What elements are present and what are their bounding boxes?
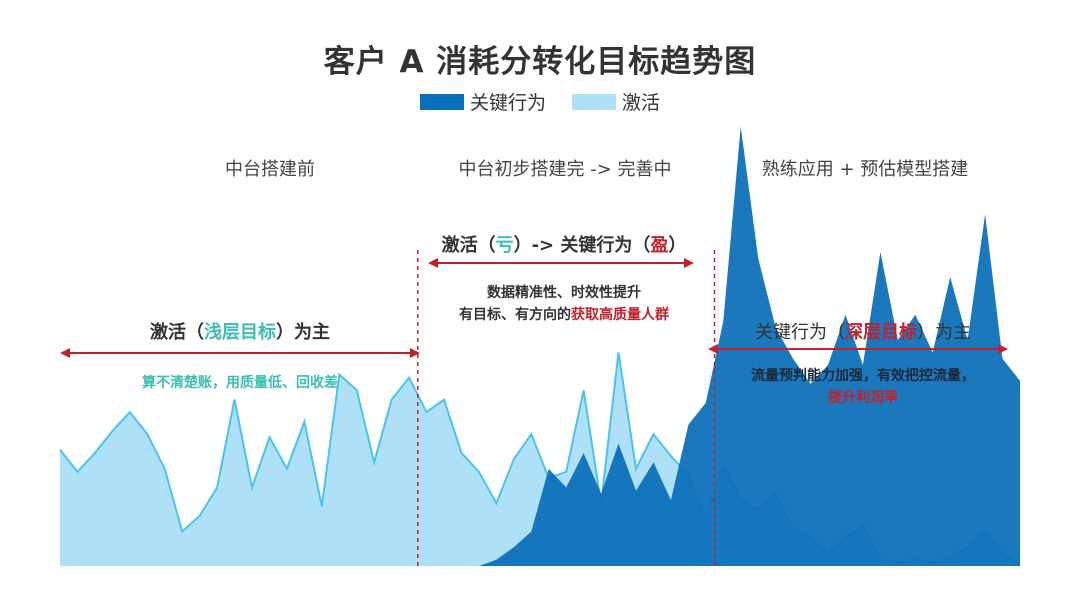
annotation-3-pre: 关键行为（ [755, 322, 845, 343]
arrow-phase-3 [708, 344, 1008, 354]
annotation-2-post: ） [668, 235, 687, 256]
series-area-key-behavior [60, 126, 1020, 567]
phase-label-2: 中台初步搭建完 -> 完善中 [458, 159, 672, 180]
annotation-2-mid: ）-> 关键行为（ [513, 235, 651, 256]
annotation-2-emphasis-1: 亏 [495, 235, 514, 256]
legend-label-key-behavior: 关键行为 [469, 92, 546, 114]
legend-swatch-activation [572, 93, 616, 110]
annotation-2-line-2: 有目标、有方向的获取高质量人群 [424, 304, 704, 324]
annotation-1-pre: 激活（ [150, 322, 204, 343]
chart-guides [60, 250, 1008, 568]
annotation-3-post: ）为主 [917, 322, 971, 343]
annotation-3-note-2: 提升利润率 [828, 390, 898, 406]
phase-label-1: 中台搭建前 [225, 159, 315, 180]
legend-item-activation: 激活 [572, 88, 660, 115]
legend-swatch-key-behavior [419, 93, 464, 110]
arrow-phase-2 [428, 258, 694, 268]
legend-item-key-behavior: 关键行为 [419, 88, 546, 115]
chart-title: 客户 A 消耗分转化目标趋势图 [323, 44, 757, 80]
annotation-2-headline: 激活（亏）-> 关键行为（盈） [424, 231, 704, 257]
legend-label-activation: 激活 [622, 92, 661, 114]
annotation-2-line-2-pre: 有目标、有方向的 [459, 307, 571, 323]
annotation-2-line-2-emphasis: 获取高质量人群 [571, 307, 669, 323]
arrow-phase-1 [60, 348, 420, 358]
annotation-1-note: 算不清楚账，用质量低、回收差 [142, 375, 338, 391]
phase-label-3: 熟练应用 + 预估模型搭建 [761, 159, 969, 180]
annotation-3-headline: 关键行为（深层目标）为主 [708, 318, 1018, 344]
annotation-3-note-1: 流量预判能力加强，有效把控流量， [751, 368, 975, 384]
annotation-1-post: ）为主 [276, 322, 330, 343]
annotation-1-headline: 激活（浅层目标）为主 [60, 318, 420, 344]
chart-areas [59, 126, 1021, 567]
legend: 关键行为 激活 [0, 88, 1080, 115]
annotation-1-emphasis: 浅层目标 [204, 322, 276, 343]
annotation-2-emphasis-2: 盈 [650, 235, 669, 256]
annotation-2-line-1: 数据精准性、时效性提升 [487, 285, 641, 301]
annotation-2-pre: 激活（ [441, 235, 496, 256]
annotation-3-emphasis: 深层目标 [845, 322, 917, 343]
